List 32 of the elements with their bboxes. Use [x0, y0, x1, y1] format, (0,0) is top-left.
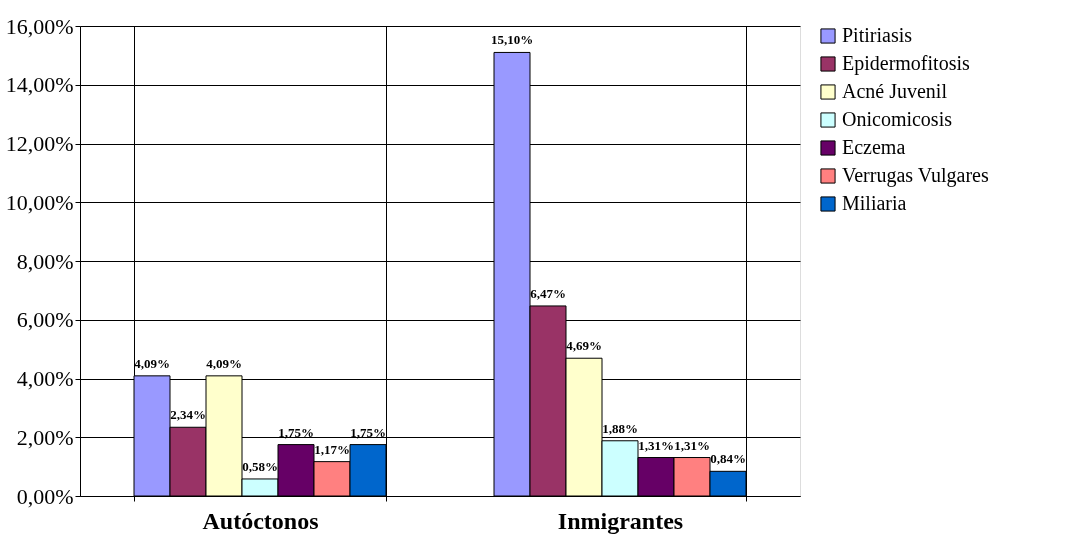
data-label: 15,10%: [490, 32, 534, 48]
data-label: 4,69%: [566, 338, 602, 354]
data-label: 4,09%: [206, 355, 242, 371]
data-label: 0,58%: [242, 458, 278, 474]
x-tick-label: Autóctonos: [202, 507, 319, 534]
y-tick-label: 6,00%: [16, 307, 74, 333]
data-label: 1,31%: [638, 437, 674, 453]
legend-label: Eczema: [842, 136, 906, 158]
legend-label: Pitiriasis: [842, 24, 913, 46]
data-label: 2,34%: [170, 407, 206, 423]
data-label: 4,09%: [134, 355, 170, 371]
y-tick-label: 8,00%: [16, 248, 74, 274]
y-tick-label: 16,00%: [5, 13, 74, 39]
legend-label: Verrugas Vulgares: [842, 164, 989, 187]
y-tick-label: 14,00%: [5, 72, 74, 98]
legend-label: Miliaria: [842, 192, 907, 214]
y-tick-label: 10,00%: [5, 189, 74, 215]
data-label: 0,84%: [710, 451, 746, 467]
data-label: 1,17%: [314, 441, 350, 457]
y-tick-label: 2,00%: [16, 424, 74, 450]
x-tick-label: Inmigrantes: [557, 507, 684, 534]
legend-label: Onicomicosis: [842, 108, 953, 130]
y-tick-label: 4,00%: [16, 366, 74, 391]
y-tick-label: 12,00%: [5, 131, 74, 156]
legend-label: Acné Juvenil: [842, 80, 948, 102]
data-label: 1,75%: [350, 424, 386, 440]
data-label: 1,31%: [674, 437, 710, 453]
data-label: 1,75%: [278, 424, 314, 440]
y-tick-label: 0,00%: [16, 483, 74, 509]
data-label: 1,88%: [602, 420, 638, 436]
legend-label: Epidermofitosis: [842, 52, 970, 75]
data-label: 6,47%: [530, 285, 566, 301]
